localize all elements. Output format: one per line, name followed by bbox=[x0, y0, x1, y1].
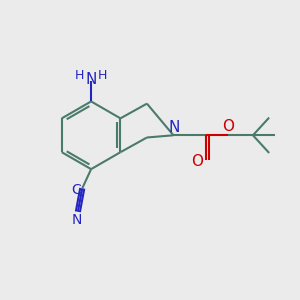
Text: N: N bbox=[168, 119, 180, 134]
Text: N: N bbox=[85, 72, 97, 87]
Text: H: H bbox=[75, 69, 85, 82]
Text: N: N bbox=[71, 213, 82, 227]
Text: O: O bbox=[223, 119, 235, 134]
Text: H: H bbox=[98, 69, 107, 82]
Text: C: C bbox=[71, 183, 81, 197]
Text: O: O bbox=[192, 154, 204, 169]
